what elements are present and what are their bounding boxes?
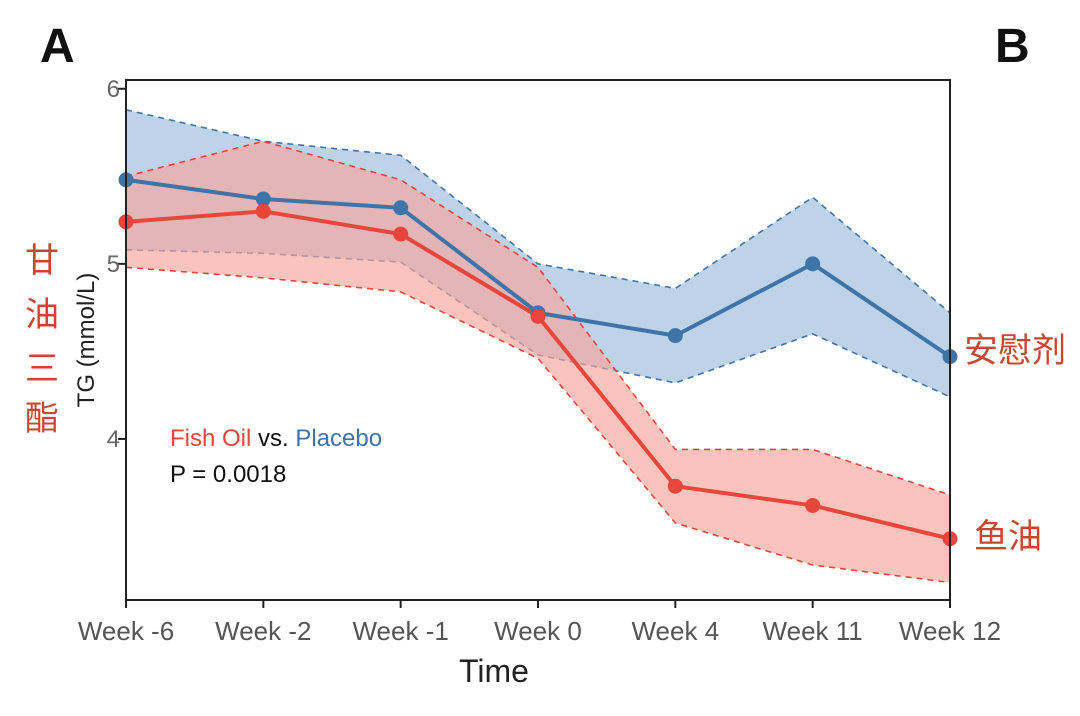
x-tick-label: Week 4: [631, 616, 719, 646]
fish-oil-point: [530, 308, 546, 324]
x-axis: Week -6 Week -2 Week -1 Week 0 Week 4 Week 11…: [78, 600, 1001, 646]
chinese-y-label-char: 油: [25, 295, 59, 335]
y-tick-label: 4: [107, 426, 120, 453]
fish-oil-chinese-label: 鱼油: [974, 517, 1042, 557]
legend-placebo: Placebo: [295, 425, 382, 452]
chinese-y-label-char: 三: [25, 349, 59, 389]
placebo-point: [667, 328, 683, 344]
x-tick-label: Week -2: [215, 616, 311, 646]
y-axis: 4 5 6: [107, 76, 126, 453]
x-tick-label: Week -1: [352, 616, 448, 646]
x-axis-title: Time: [459, 653, 529, 689]
x-tick-label: Week 12: [899, 616, 1001, 646]
legend-vs: vs.: [251, 425, 295, 452]
chinese-y-label: 甘 油 三 酯: [25, 241, 59, 439]
legend: Fish Oil vs. Placebo: [170, 425, 382, 452]
placebo-chinese-label: 安慰剂: [964, 331, 1066, 371]
fish-oil-point: [255, 203, 271, 219]
panel-label-b: B: [995, 20, 1030, 73]
x-tick-label: Week -6: [78, 616, 174, 646]
chinese-y-label-char: 甘: [25, 241, 59, 281]
fish-oil-point: [393, 226, 409, 242]
y-tick-label: 5: [107, 251, 120, 278]
placebo-point: [255, 191, 271, 207]
p-value: P = 0.0018: [170, 461, 286, 488]
y-tick-label: 6: [107, 76, 120, 103]
placebo-point: [393, 200, 409, 216]
legend-fish-oil: Fish Oil: [170, 425, 251, 452]
x-tick-label: Week 0: [494, 616, 582, 646]
fish-oil-point: [805, 497, 821, 513]
fish-oil-band: [126, 141, 950, 583]
chinese-y-label-char: 酯: [25, 399, 59, 439]
y-axis-title: TG (mmol/L): [73, 273, 100, 408]
x-tick-label: Week 11: [763, 616, 863, 646]
panel-label-a: A: [40, 20, 75, 73]
placebo-upper-bound: [125, 108, 951, 314]
series-points: [118, 172, 958, 547]
placebo-point: [805, 256, 821, 272]
fish-oil-point: [667, 478, 683, 494]
confidence-bands: [125, 108, 951, 584]
fish-oil-lower-bound: [125, 266, 951, 584]
